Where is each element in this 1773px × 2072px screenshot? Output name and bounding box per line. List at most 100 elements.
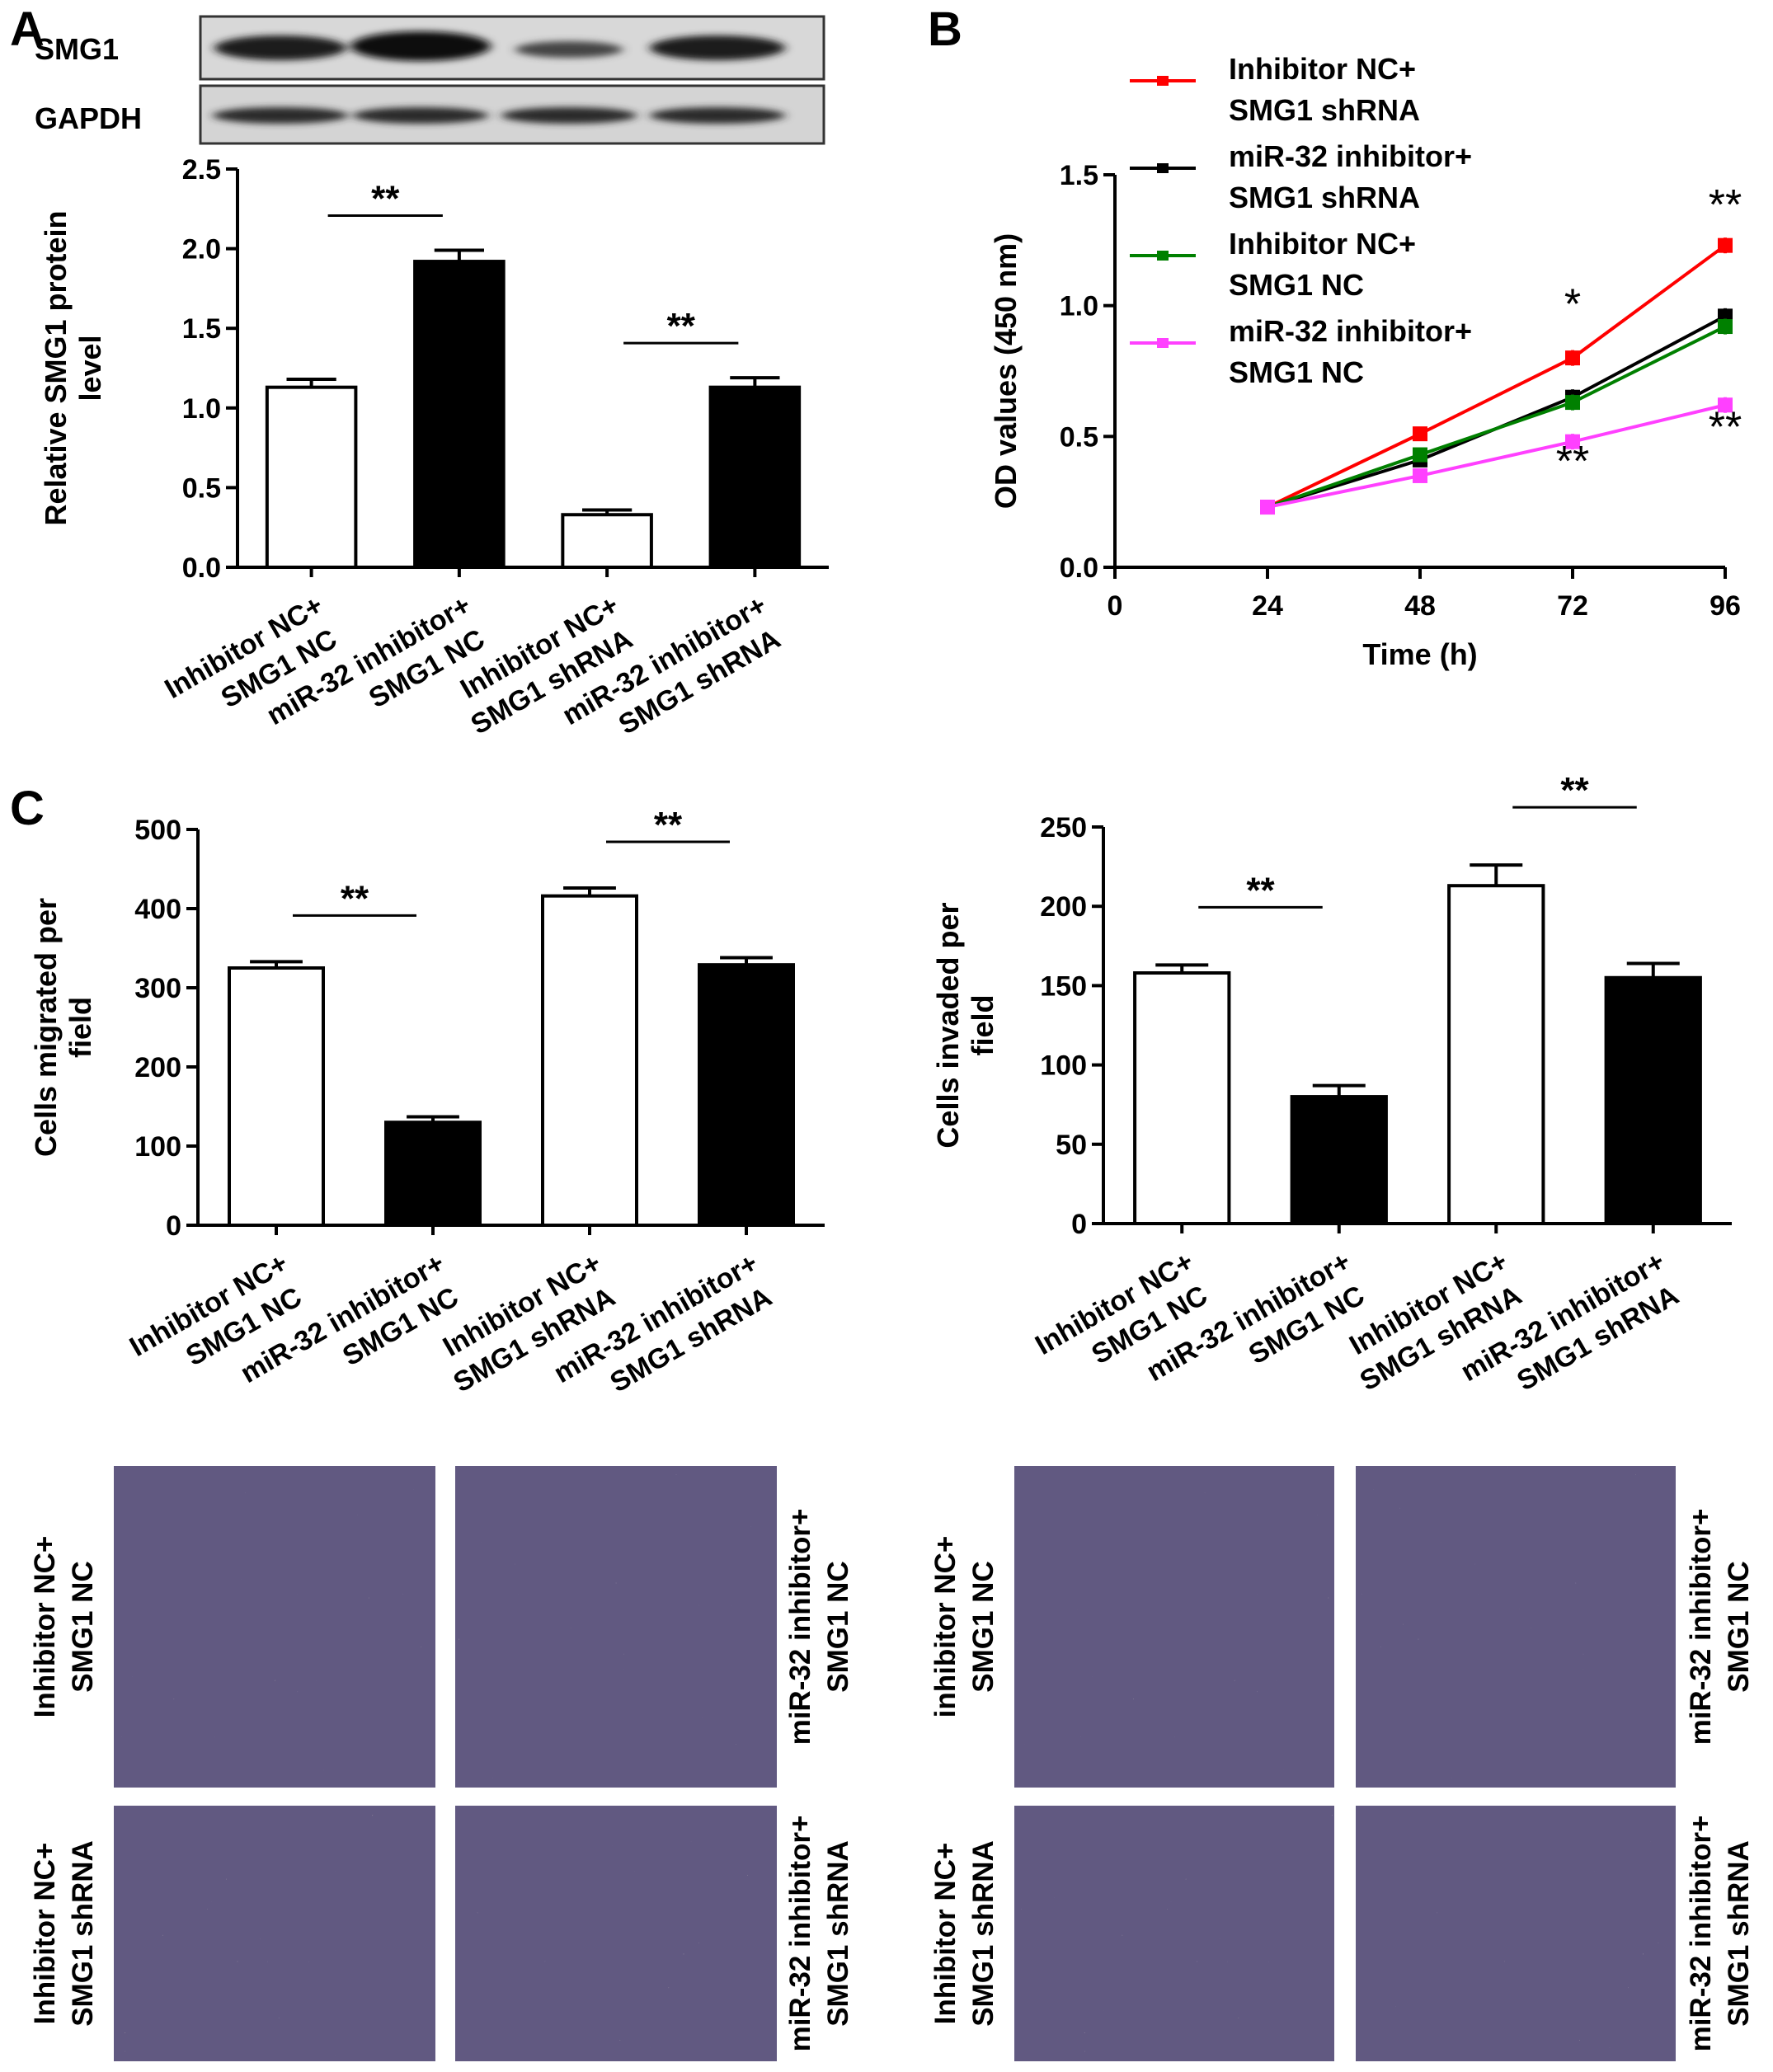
data-point (1718, 237, 1733, 253)
x-tick-label: 96 (1710, 590, 1741, 622)
panel-label-b: B (928, 2, 962, 56)
band-gapdh-1 (213, 107, 348, 124)
bar (265, 385, 358, 569)
column-label: miR-32 inhibitor+ (784, 1816, 816, 2052)
y-axis-label: OD values (450 nm) (989, 233, 1023, 509)
y-tick-label: 1.0 (182, 393, 221, 425)
y-tick-label: 50 (1056, 1130, 1087, 1161)
column-label: SMG1 shRNA (822, 1840, 854, 2027)
chart-cells-migrated: 0 100 200 300 400 500 Cells migrated per field I… (29, 805, 825, 1399)
bar (384, 1121, 482, 1227)
bar (1447, 884, 1545, 1225)
row-label: inhibitor NC+ (929, 1536, 962, 1718)
legend-marker (1157, 338, 1169, 348)
y-tick-label: 400 (134, 894, 181, 925)
category-label: Inhibitor NC+SMG1 shRNA (455, 590, 637, 741)
category-label: Inhibitor NC+SMG1 NC (159, 590, 341, 714)
data-point (1260, 500, 1275, 515)
band-gapdh-3 (501, 107, 637, 124)
category-label: Inhibitor NC+SMG1 shRNA (1344, 1246, 1526, 1398)
band-smg1-3 (515, 41, 623, 58)
legend-label: Inhibitor NC+ (1229, 52, 1416, 86)
data-point (1413, 426, 1427, 442)
y-tick-label: 500 (134, 815, 181, 846)
significance-label: ** (341, 878, 369, 919)
data-point (1565, 350, 1580, 366)
data-point (1413, 447, 1427, 463)
legend-label: Inhibitor NC+ (1229, 227, 1416, 261)
significance-label: ** (1560, 770, 1589, 810)
legend-marker (1157, 251, 1169, 261)
micrographs-invasion (1014, 1466, 1676, 2061)
series-line (1267, 244, 1727, 509)
column-label: miR-32 inhibitor+ (1685, 1509, 1717, 1745)
y-axis-label: Cells invaded per (931, 902, 965, 1148)
category-label: Inhibitor NC+SMG1 shRNA (438, 1247, 620, 1399)
category-label: Inhibitor NC+SMG1 NC (125, 1247, 307, 1372)
y-tick-label: 0.5 (182, 472, 221, 504)
y-axis-label: Cells migrated per (29, 898, 63, 1157)
significance-label: ** (371, 179, 400, 219)
significance-label: ** (654, 805, 683, 845)
significance-label: ** (667, 306, 696, 346)
y-axis-label: field (966, 994, 999, 1055)
legend-label: SMG1 NC (1229, 268, 1364, 302)
data-point (1565, 395, 1580, 411)
band-gapdh-4 (650, 107, 785, 124)
significance-label: ** (1709, 404, 1742, 452)
row-label: Inhibitor NC+ (29, 1536, 61, 1718)
legend-label: miR-32 inhibitor+ (1229, 139, 1472, 173)
row-label: SMG1 shRNA (967, 1840, 999, 2027)
y-axis-label: Relative SMG1 protein (39, 210, 73, 525)
bar (1133, 971, 1231, 1226)
x-axis-label: Time (h) (1362, 637, 1477, 671)
blot-label-gapdh: GAPDH (35, 101, 142, 135)
column-label: SMG1 NC (822, 1561, 854, 1692)
significance-label: * (1564, 281, 1581, 329)
y-axis-label: level (73, 335, 107, 401)
legend-label: miR-32 inhibitor+ (1229, 314, 1472, 348)
y-tick-label: 100 (134, 1131, 181, 1163)
y-tick-label: 1.5 (1060, 160, 1098, 191)
legend-marker (1157, 76, 1169, 86)
y-axis-label: field (63, 997, 97, 1058)
band-gapdh-2 (353, 107, 488, 124)
western-blot: SMG1 GAPDH (35, 15, 825, 145)
bar (698, 963, 795, 1228)
column-label: miR-32 inhibitor+ (784, 1509, 816, 1745)
micrographs-migration (114, 1466, 777, 2061)
legend-label: SMG1 NC (1229, 355, 1364, 389)
blot-label-smg1: SMG1 (35, 32, 119, 66)
data-point (1413, 467, 1427, 483)
significance-label: ** (1709, 181, 1742, 229)
y-tick-label: 200 (134, 1052, 181, 1083)
category-label: Inhibitor NC+SMG1 NC (1030, 1246, 1212, 1370)
row-label: SMG1 shRNA (67, 1840, 99, 2027)
chart-cells-invaded: 0 50 100 150 200 250 Cells invaded per field Inh… (931, 770, 1732, 1398)
legend-label: SMG1 shRNA (1229, 181, 1420, 214)
y-tick-label: 250 (1040, 812, 1087, 843)
legend-label: SMG1 shRNA (1229, 93, 1420, 127)
chart-relative-smg1: 0.0 0.5 1.0 1.5 2.0 2.5 Relative SMG1 protein l… (39, 154, 829, 741)
row-label: SMG1 NC (67, 1561, 99, 1692)
y-tick-label: 1.5 (182, 313, 221, 345)
data-point (1718, 397, 1733, 413)
series-line (1267, 325, 1726, 509)
legend-marker (1157, 163, 1169, 173)
row-label: Inhibitor NC+ (29, 1843, 61, 2025)
y-tick-label: 100 (1040, 1050, 1087, 1082)
significance-label: ** (1556, 438, 1589, 486)
y-tick-label: 0 (166, 1210, 181, 1242)
band-smg1-1 (214, 35, 346, 60)
series-line (1267, 403, 1726, 509)
bar (708, 385, 802, 569)
column-label: SMG1 NC (1723, 1561, 1755, 1692)
y-tick-label: 2.0 (182, 234, 221, 265)
y-tick-label: 1.0 (1060, 291, 1098, 322)
band-smg1-2 (350, 31, 491, 61)
x-tick-label: 24 (1252, 590, 1283, 622)
row-label: SMG1 NC (967, 1561, 999, 1692)
bar (228, 966, 325, 1227)
